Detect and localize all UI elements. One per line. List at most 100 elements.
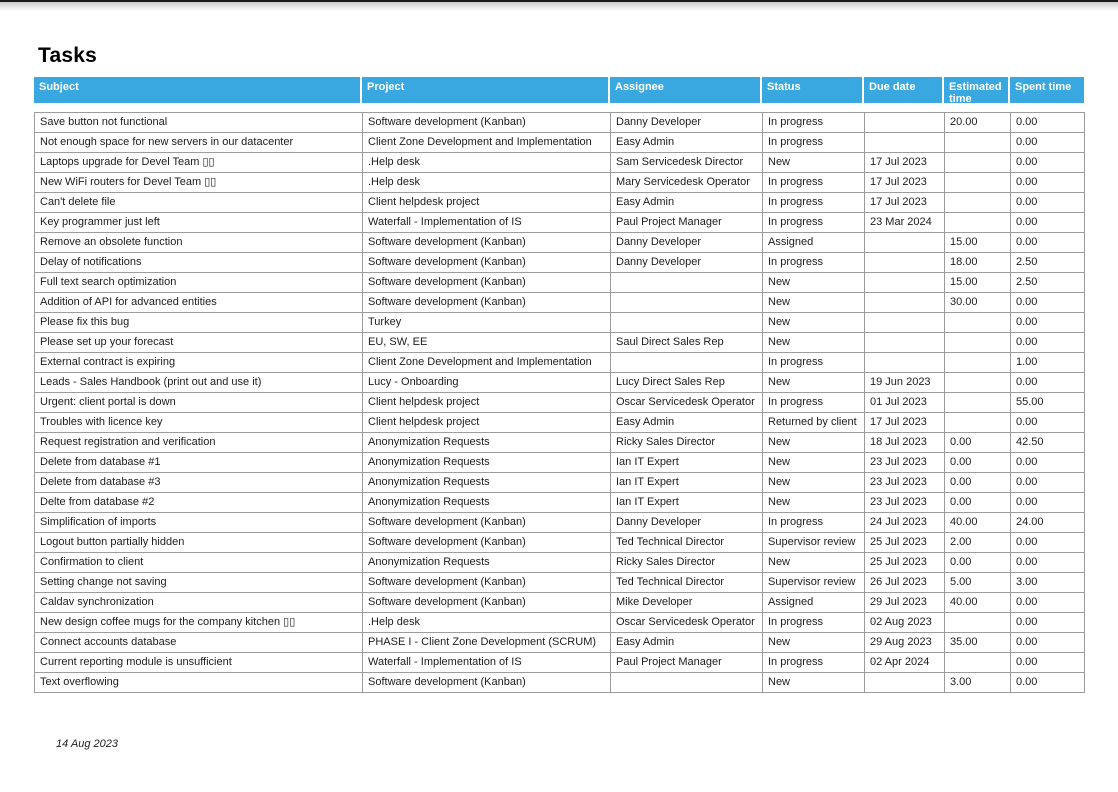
cell-estimated_time: 15.00 <box>944 232 1011 253</box>
cell-assignee: Oscar Servicedesk Operator <box>610 612 763 633</box>
cell-subject: Simplification of imports <box>34 512 363 533</box>
cell-project: .Help desk <box>362 612 611 633</box>
cell-project: Waterfall - Implementation of IS <box>362 212 611 233</box>
cell-estimated_time: 40.00 <box>944 512 1011 533</box>
cell-assignee: Paul Project Manager <box>610 212 763 233</box>
report-date: 14 Aug 2023 <box>56 738 118 750</box>
cell-due_date: 23 Jul 2023 <box>864 492 945 513</box>
cell-spent_time: 0.00 <box>1010 472 1085 493</box>
cell-spent_time: 0.00 <box>1010 672 1085 693</box>
cell-due_date: 17 Jul 2023 <box>864 172 945 193</box>
cell-status: Supervisor review <box>762 572 865 593</box>
cell-estimated_time: 2.00 <box>944 532 1011 553</box>
cell-subject: Current reporting module is unsufficient <box>34 652 363 673</box>
cell-estimated_time: 0.00 <box>944 552 1011 573</box>
cell-project: Software development (Kanban) <box>362 232 611 253</box>
cell-status: Assigned <box>762 592 865 613</box>
cell-subject: Logout button partially hidden <box>34 532 363 553</box>
cell-spent_time: 0.00 <box>1010 172 1085 193</box>
table-row: Caldav synchronization Software developme… <box>34 592 1085 613</box>
cell-estimated_time <box>944 152 1011 173</box>
column-header-estimated_time: Estimated time <box>944 77 1010 103</box>
cell-subject: Delete from database #1 <box>34 452 363 473</box>
cell-assignee: Ian IT Expert <box>610 492 763 513</box>
cell-due_date <box>864 332 945 353</box>
cell-assignee: Ian IT Expert <box>610 472 763 493</box>
cell-subject: Troubles with licence key <box>34 412 363 433</box>
cell-assignee: Ian IT Expert <box>610 452 763 473</box>
cell-project: Anonymization Requests <box>362 552 611 573</box>
cell-spent_time: 0.00 <box>1010 652 1085 673</box>
cell-due_date: 26 Jul 2023 <box>864 572 945 593</box>
cell-project: Software development (Kanban) <box>362 672 611 693</box>
cell-project: Anonymization Requests <box>362 432 611 453</box>
cell-subject: Caldav synchronization <box>34 592 363 613</box>
column-header-due_date: Due date <box>864 77 944 103</box>
cell-spent_time: 0.00 <box>1010 452 1085 473</box>
table-row: Delay of notifications Software developme… <box>34 252 1085 273</box>
table-row: Key programmer just left Waterfall - Impl… <box>34 212 1085 233</box>
cell-status: In progress <box>762 112 865 133</box>
cell-due_date: 23 Jul 2023 <box>864 452 945 473</box>
table-row: Connect accounts database PHASE I - Clien… <box>34 632 1085 653</box>
table-row: Save button not functional Software devel… <box>34 112 1085 133</box>
table-row: Request registration and verification Ano… <box>34 432 1085 453</box>
cell-spent_time: 0.00 <box>1010 632 1085 653</box>
window-top-shadow <box>0 2 1118 11</box>
cell-project: Turkey <box>362 312 611 333</box>
cell-assignee: Easy Admin <box>610 192 763 213</box>
cell-estimated_time <box>944 192 1011 213</box>
cell-estimated_time: 15.00 <box>944 272 1011 293</box>
cell-subject: Leads - Sales Handbook (print out and us… <box>34 372 363 393</box>
column-header-assignee: Assignee <box>610 77 762 103</box>
cell-assignee <box>610 292 763 313</box>
cell-spent_time: 55.00 <box>1010 392 1085 413</box>
cell-subject: External contract is expiring <box>34 352 363 373</box>
cell-project: .Help desk <box>362 172 611 193</box>
cell-subject: Text overflowing <box>34 672 363 693</box>
table-row: New WiFi routers for Devel Team ▯▯ .Help … <box>34 172 1085 193</box>
cell-due_date: 17 Jul 2023 <box>864 192 945 213</box>
cell-assignee: Ricky Sales Director <box>610 432 763 453</box>
cell-estimated_time: 5.00 <box>944 572 1011 593</box>
cell-project: Software development (Kanban) <box>362 112 611 133</box>
cell-status: In progress <box>762 352 865 373</box>
cell-assignee: Mike Developer <box>610 592 763 613</box>
cell-spent_time: 42.50 <box>1010 432 1085 453</box>
cell-project: PHASE I - Client Zone Development (SCRUM… <box>362 632 611 653</box>
cell-due_date <box>864 112 945 133</box>
cell-subject: Save button not functional <box>34 112 363 133</box>
cell-project: Anonymization Requests <box>362 472 611 493</box>
cell-subject: Remove an obsolete function <box>34 232 363 253</box>
cell-subject: Key programmer just left <box>34 212 363 233</box>
table-row: Setting change not saving Software develo… <box>34 572 1085 593</box>
cell-estimated_time <box>944 132 1011 153</box>
cell-project: Software development (Kanban) <box>362 592 611 613</box>
cell-subject: New design coffee mugs for the company k… <box>34 612 363 633</box>
table-row: Delete from database #3 Anonymization Req… <box>34 472 1085 493</box>
cell-spent_time: 0.00 <box>1010 132 1085 153</box>
column-header-status: Status <box>762 77 864 103</box>
cell-status: New <box>762 272 865 293</box>
cell-assignee: Saul Direct Sales Rep <box>610 332 763 353</box>
cell-spent_time: 0.00 <box>1010 612 1085 633</box>
column-header-subject: Subject <box>34 77 362 103</box>
cell-spent_time: 2.50 <box>1010 272 1085 293</box>
table-row: New design coffee mugs for the company k… <box>34 612 1085 633</box>
cell-due_date <box>864 132 945 153</box>
cell-subject: Setting change not saving <box>34 572 363 593</box>
cell-spent_time: 2.50 <box>1010 252 1085 273</box>
cell-due_date: 02 Aug 2023 <box>864 612 945 633</box>
cell-status: New <box>762 492 865 513</box>
cell-assignee: Easy Admin <box>610 132 763 153</box>
cell-estimated_time: 18.00 <box>944 252 1011 273</box>
cell-estimated_time: 30.00 <box>944 292 1011 313</box>
cell-status: New <box>762 632 865 653</box>
cell-spent_time: 0.00 <box>1010 212 1085 233</box>
table-row: Laptops upgrade for Devel Team ▯▯ .Help d… <box>34 152 1085 173</box>
cell-project: Client helpdesk project <box>362 192 611 213</box>
cell-status: New <box>762 552 865 573</box>
cell-project: Software development (Kanban) <box>362 572 611 593</box>
cell-spent_time: 0.00 <box>1010 152 1085 173</box>
cell-spent_time: 0.00 <box>1010 332 1085 353</box>
